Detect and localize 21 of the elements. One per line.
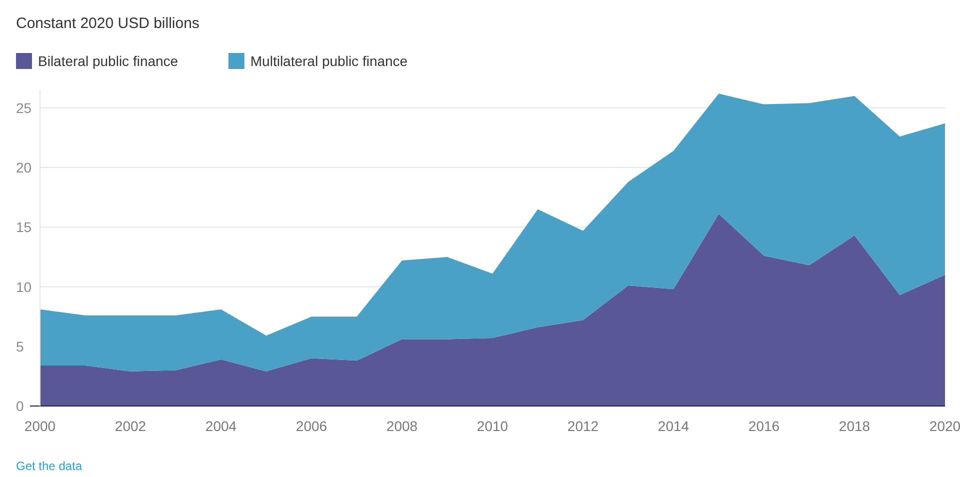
x-tick-label: 2016	[748, 418, 780, 434]
y-tick-label: 0	[16, 398, 24, 414]
legend-label: Multilateral public finance	[250, 53, 408, 69]
y-tick-label: 10	[16, 278, 32, 295]
x-tick-label: 2004	[205, 418, 237, 434]
y-tick-label: 5	[16, 338, 24, 354]
text: Get the data	[16, 459, 82, 473]
x-tick-label: 2010	[476, 418, 508, 434]
y-tick-label: 20	[16, 160, 32, 176]
legend-label: Bilateral public finance	[38, 53, 178, 69]
x-tick-label: 2014	[658, 418, 690, 434]
y-tick-label: 25	[16, 100, 32, 116]
chart-title: Constant 2020 USD billions	[16, 15, 200, 32]
x-tick-label: 2008	[386, 418, 418, 434]
y-tick-label: 15	[16, 219, 32, 236]
x-tick-label: 2020	[929, 418, 960, 434]
x-tick-label: 2006	[296, 418, 328, 434]
x-tick-label: 2000	[24, 418, 56, 434]
x-tick-label: 2002	[114, 418, 146, 434]
x-tick-label: 2012	[567, 418, 599, 434]
x-tick-label: 2018	[838, 418, 870, 434]
